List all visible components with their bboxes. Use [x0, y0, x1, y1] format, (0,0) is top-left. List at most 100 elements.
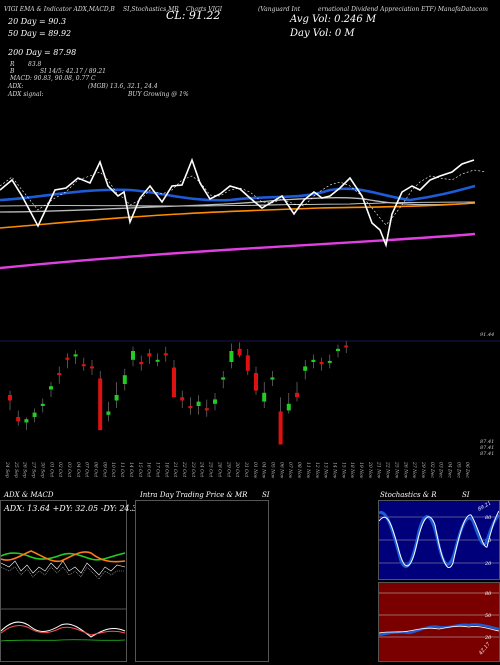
stoch-level-20: 20	[484, 561, 492, 567]
candle	[188, 406, 193, 409]
candle-axis-bottom-3: 87.41	[480, 451, 494, 457]
date-tick-label: 24 Sep	[4, 461, 10, 478]
candle	[311, 359, 316, 362]
date-tick-label: 17 Oct	[154, 462, 160, 477]
candle	[163, 353, 168, 356]
candle	[327, 360, 332, 363]
date-tick-label: 18 Nov	[349, 462, 355, 479]
candle-axis-bottom-2: 87.41	[480, 445, 494, 451]
day-volume-label: Day Vol: 0 M	[290, 28, 355, 39]
candle	[73, 354, 78, 357]
candle	[131, 351, 135, 360]
candle	[16, 417, 21, 422]
candle	[270, 377, 275, 380]
date-tick-label: 22 Nov	[385, 461, 391, 479]
header-title-left: VIGI EMA & Indicator ADX,MACD,B	[4, 6, 115, 13]
adx-label: ADX:	[8, 83, 24, 90]
date-tick-label: 06 Dec	[464, 462, 470, 478]
ema20-line	[0, 184, 476, 202]
date-tick-label: 10 Oct	[110, 462, 116, 477]
adx-signal-label: ADX signal:	[8, 91, 44, 98]
candle	[180, 397, 185, 401]
date-tick-label: 29 Oct	[225, 461, 231, 477]
candle	[229, 351, 234, 362]
candle	[221, 377, 226, 380]
date-tick-label: 08 Nov	[296, 462, 302, 479]
adx-panel-title: ADX & MACD	[4, 491, 54, 499]
candle	[213, 399, 217, 404]
date-tick-label: 25 Oct	[208, 461, 214, 477]
price-line	[0, 157, 475, 248]
date-tick-label: 07 Oct	[84, 462, 90, 477]
candle	[196, 401, 201, 406]
candle	[147, 353, 152, 357]
date-tick-label: 27 Nov	[411, 461, 417, 479]
date-tick-label: 11 Nov	[305, 462, 311, 479]
macd-label: MACD: 90.83, 90.08, 0.77 C	[10, 75, 96, 82]
date-tick-label: 22 Oct	[181, 461, 187, 477]
candle	[106, 411, 111, 415]
date-tick-label: 29 Nov	[420, 461, 426, 479]
ema50-line	[0, 197, 476, 213]
date-tick-label: 21 Oct	[172, 461, 178, 477]
date-tick-label: 02 Oct	[57, 462, 63, 477]
header-ticker-tag: Charts VIGI	[186, 6, 223, 13]
candle	[237, 348, 242, 356]
candle	[65, 357, 70, 360]
date-tick-label: 02 Dec	[429, 462, 435, 478]
date-tick-label: 28 Oct	[216, 461, 222, 477]
date-tick-label: 18 Oct	[163, 462, 169, 477]
rsi-level-20: 20	[484, 635, 492, 641]
candle	[303, 366, 308, 371]
stoch-value: 89.21	[477, 501, 492, 513]
date-tick-label: 12 Nov	[314, 462, 320, 479]
intraday-panel-title: Intra Day Trading Price & MR	[140, 491, 248, 499]
date-tick-label: 20 Nov	[367, 461, 373, 479]
date-tick-label: 15 Oct	[137, 462, 143, 477]
date-tick-label: 05 Nov	[270, 462, 276, 479]
date-tick-label: 31 Oct	[243, 462, 249, 477]
stoch-level-80: 80	[485, 515, 492, 521]
candle	[254, 373, 258, 391]
date-tick-label: 30 Sep	[39, 462, 45, 478]
candle	[278, 411, 283, 445]
intraday-panel-si: SI	[262, 491, 270, 499]
header-title-right: (Vanguard Int	[258, 6, 301, 13]
ema50-label: 50 Day = 89.92	[8, 29, 72, 38]
candle	[344, 345, 349, 348]
candle	[114, 395, 119, 401]
date-tick-label: 01 Oct	[48, 462, 54, 477]
stoch-panel-si: SI	[462, 491, 470, 499]
candle	[81, 364, 86, 367]
rsi-level-50: 50	[485, 613, 492, 619]
candle	[204, 408, 209, 411]
candle	[98, 378, 103, 431]
signal-dotted-line	[0, 169, 487, 226]
b-label: B	[10, 68, 15, 75]
date-tick-label: 04 Oct	[75, 462, 81, 477]
date-tick-label: 04 Dec	[447, 462, 453, 478]
date-tick-label: 25 Nov	[393, 461, 399, 479]
candle	[336, 348, 340, 351]
candle	[262, 392, 267, 402]
date-tick-label: 24 Oct	[199, 461, 205, 477]
candle	[319, 362, 324, 365]
date-tick-label: 14 Oct	[128, 462, 134, 477]
avg-volume-label: Avg Vol: 0.246 M	[290, 14, 377, 25]
date-tick-label: 07 Nov	[287, 462, 293, 479]
header-title-mid: SI,Stochastics,MR	[123, 6, 179, 13]
candle	[172, 367, 176, 398]
stochastics-panel: 80 50 20 89.21	[378, 500, 500, 580]
candle	[295, 392, 299, 398]
ema20-label: 20 Day = 90.3	[8, 17, 67, 26]
date-tick-label: 14 Nov	[331, 462, 337, 479]
rsi-level-80: 80	[485, 591, 492, 597]
date-axis: 24 Sep 25 Sep 26 Sep 27 Sep 30 Sep 01 Oct 02 O…	[4, 461, 470, 479]
candle-axis-bottom-1: 87.41	[480, 439, 494, 445]
r-value: 83.8	[28, 61, 42, 68]
adx-values: (MGB) 13.6, 32.1, 24.4	[88, 83, 158, 90]
date-tick-label: 09 Oct	[101, 462, 107, 477]
intraday-panel	[135, 500, 269, 662]
date-tick-label: 15 Nov	[340, 462, 346, 479]
date-tick-label: 27 Sep	[31, 461, 37, 478]
